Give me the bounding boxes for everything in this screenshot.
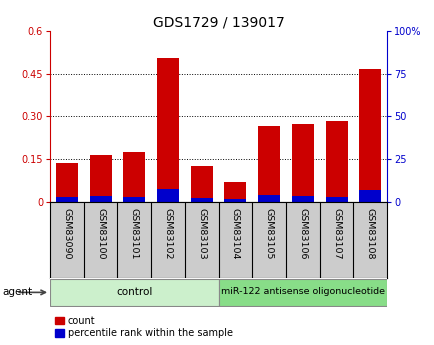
Bar <box>291 196 313 202</box>
Text: GSM83103: GSM83103 <box>197 208 206 259</box>
Text: miR-122 antisense oligonucleotide: miR-122 antisense oligonucleotide <box>220 287 384 296</box>
Bar <box>224 199 246 202</box>
Text: GSM83090: GSM83090 <box>62 208 71 259</box>
Bar <box>258 195 279 202</box>
Bar <box>89 196 111 202</box>
Bar <box>358 69 380 202</box>
Bar <box>157 189 178 202</box>
Text: GSM83106: GSM83106 <box>298 208 307 259</box>
Bar <box>218 279 386 306</box>
Bar <box>325 197 347 202</box>
Bar <box>358 190 380 202</box>
Bar <box>258 126 279 202</box>
Title: GDS1729 / 139017: GDS1729 / 139017 <box>152 16 284 30</box>
Bar <box>123 152 145 202</box>
Text: GSM83100: GSM83100 <box>96 208 105 259</box>
Text: GSM83101: GSM83101 <box>129 208 138 259</box>
Bar <box>291 124 313 202</box>
Legend: count, percentile rank within the sample: count, percentile rank within the sample <box>55 316 232 338</box>
Text: GSM83105: GSM83105 <box>264 208 273 259</box>
Bar <box>157 58 178 202</box>
Bar <box>191 166 212 202</box>
Text: agent: agent <box>2 287 32 297</box>
Bar <box>89 155 111 202</box>
Bar <box>123 197 145 202</box>
Bar <box>56 197 78 202</box>
Bar <box>50 279 218 306</box>
Bar <box>191 198 212 202</box>
Text: control: control <box>116 287 152 297</box>
Bar <box>224 182 246 202</box>
Text: GSM83108: GSM83108 <box>365 208 374 259</box>
Text: GSM83104: GSM83104 <box>230 208 240 259</box>
Text: GSM83107: GSM83107 <box>331 208 340 259</box>
Text: GSM83102: GSM83102 <box>163 208 172 259</box>
Bar <box>56 164 78 202</box>
Bar <box>325 121 347 202</box>
